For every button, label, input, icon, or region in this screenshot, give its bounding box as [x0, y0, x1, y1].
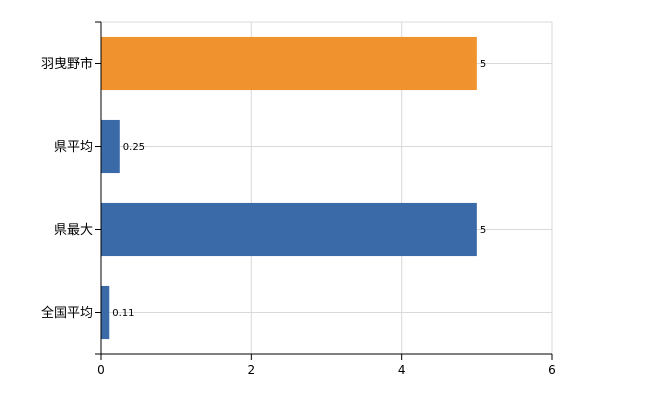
bar-0 — [101, 36, 477, 91]
category-label-2: 県最大 — [54, 223, 93, 238]
bars: 5 0.25 5 0.11 — [101, 36, 486, 340]
x-tick-label-0: 0 — [97, 363, 105, 377]
category-label-3: 全国平均 — [41, 305, 93, 321]
x-tick-label-2: 2 — [248, 363, 256, 377]
category-label-0: 羽曳野市 — [41, 56, 93, 72]
data-label-3: 0.11 — [112, 308, 134, 319]
x-tick-label-6: 6 — [548, 363, 556, 377]
bar-2 — [101, 202, 477, 257]
category-label-1: 県平均 — [54, 140, 93, 155]
bar-3 — [101, 285, 110, 340]
x-tick-label-4: 4 — [398, 363, 406, 377]
data-label-1: 0.25 — [123, 142, 145, 153]
bar-1 — [101, 119, 120, 174]
data-label-0: 5 — [480, 59, 486, 70]
data-label-2: 5 — [480, 225, 486, 236]
